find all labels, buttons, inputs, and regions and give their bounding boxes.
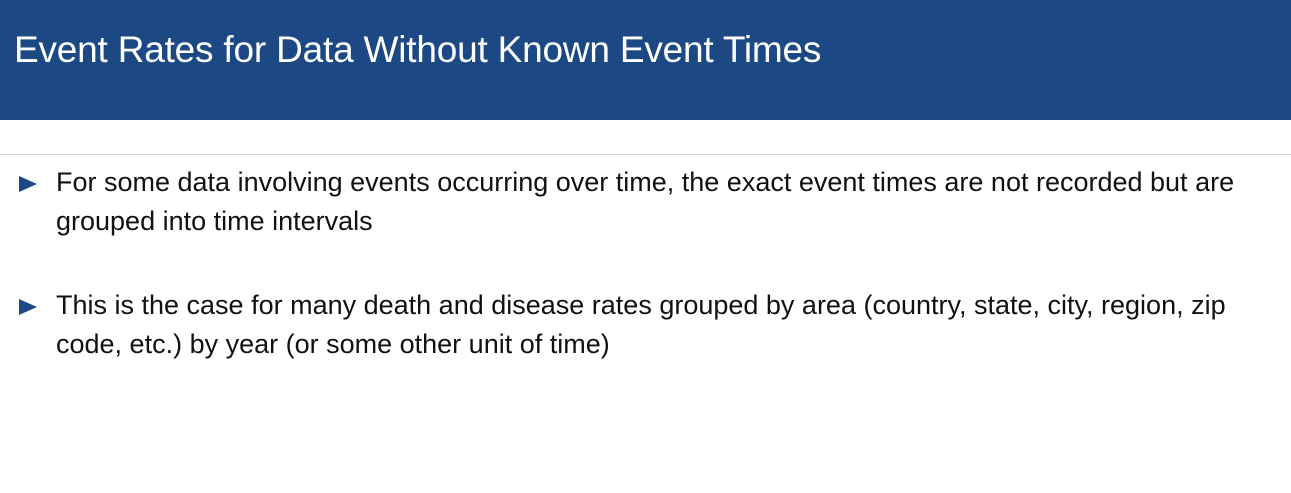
bullet-text: This is the case for many death and dise… bbox=[56, 290, 1226, 359]
triangle-right-icon bbox=[19, 299, 37, 315]
bullet-item: This is the case for many death and dise… bbox=[0, 286, 1236, 364]
title-bar: Event Rates for Data Without Known Event… bbox=[0, 0, 1291, 120]
triangle-right-icon bbox=[19, 176, 37, 192]
slide-title: Event Rates for Data Without Known Event… bbox=[14, 29, 822, 70]
bullet-text: For some data involving events occurring… bbox=[56, 167, 1235, 236]
bullet-list: For some data involving events occurring… bbox=[0, 163, 1291, 364]
bullet-item: For some data involving events occurring… bbox=[0, 163, 1236, 241]
divider bbox=[0, 154, 1291, 155]
